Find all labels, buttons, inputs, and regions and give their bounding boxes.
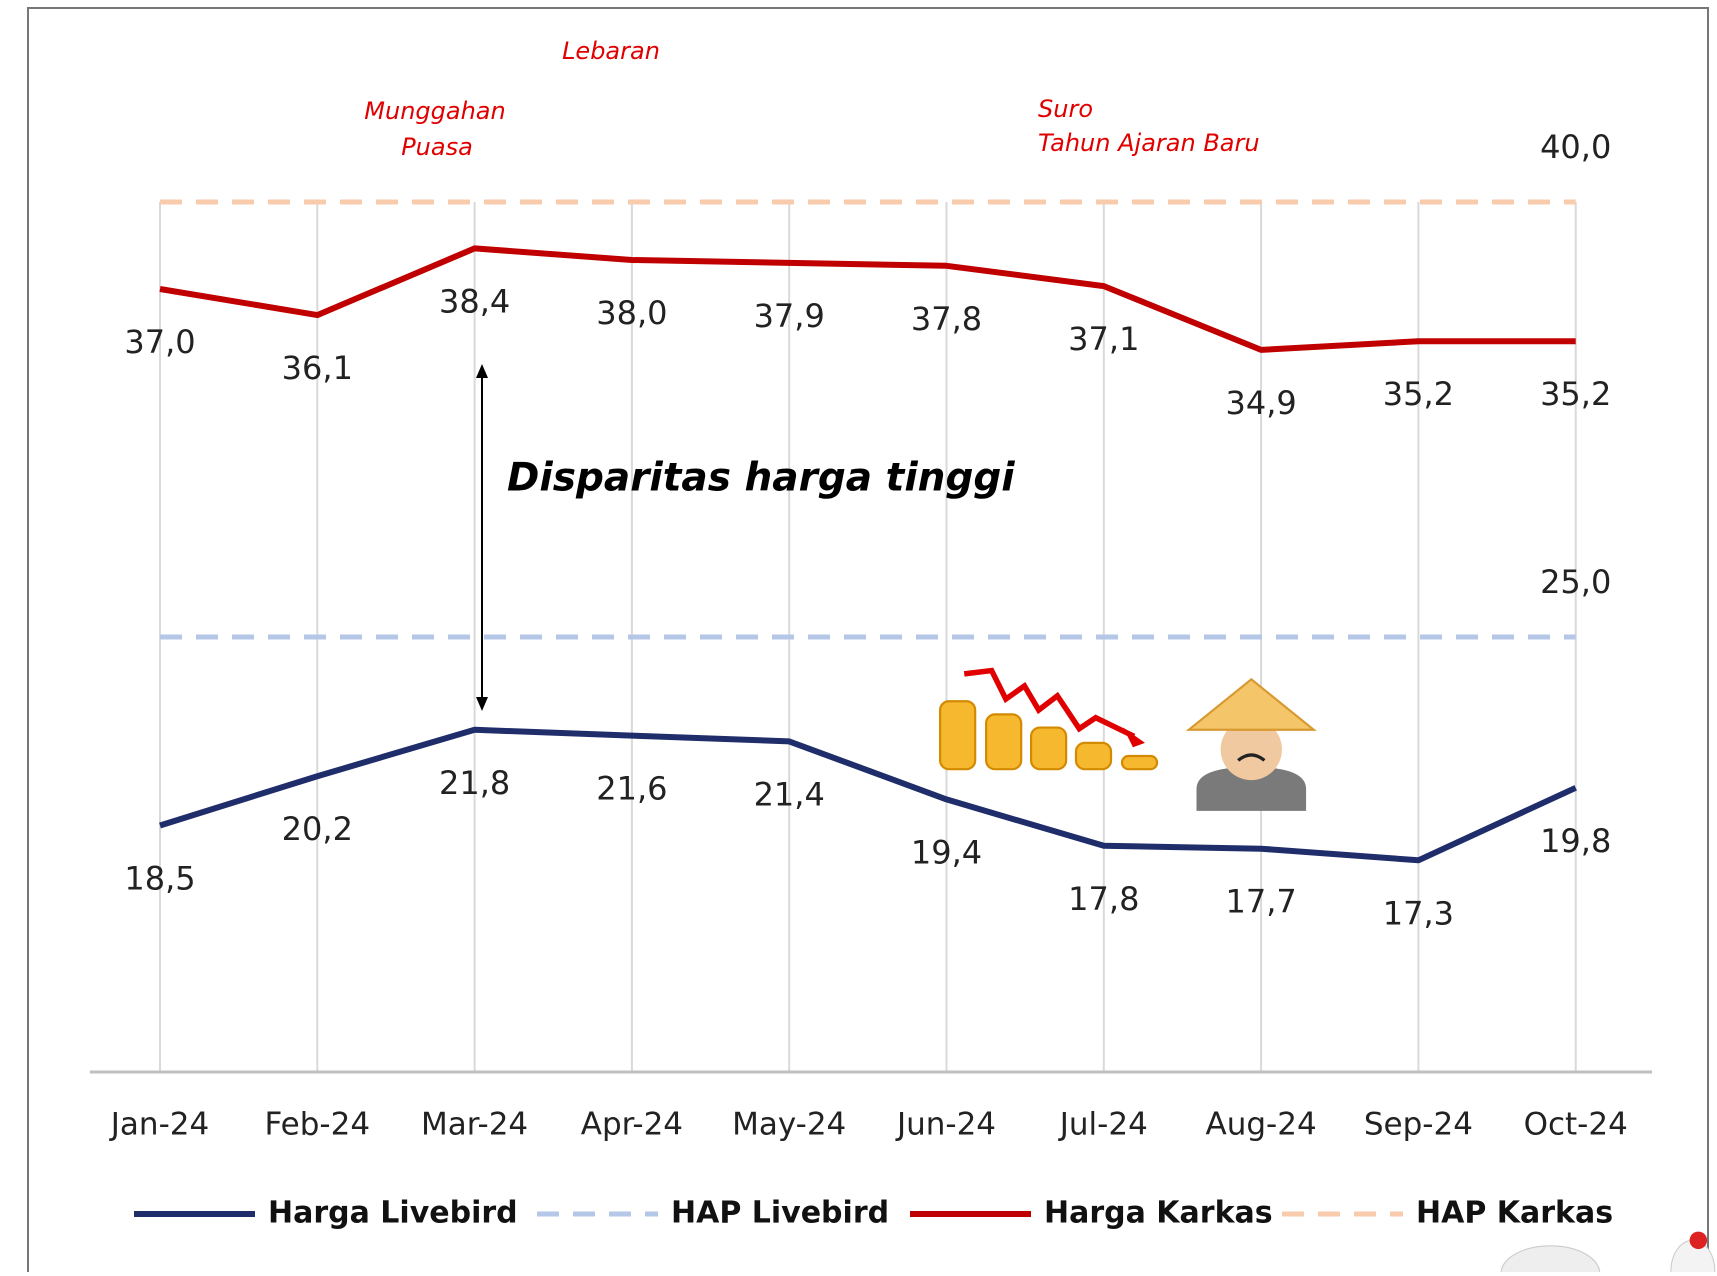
data-label: 37,0 <box>124 323 195 361</box>
data-label: 20,2 <box>282 810 353 848</box>
x-tick-label: Jul-24 <box>1058 1107 1148 1143</box>
x-tick-label: Aug-24 <box>1206 1107 1317 1143</box>
x-tick-label: Apr-24 <box>581 1107 683 1143</box>
farmer-icon <box>1189 679 1314 810</box>
annotation: Suro <box>1038 95 1093 123</box>
data-label: 21,6 <box>596 770 667 808</box>
x-tick-label: Jan-24 <box>109 1107 209 1143</box>
data-label: 18,5 <box>124 860 195 898</box>
data-label: 40,0 <box>1540 128 1611 166</box>
legend-label: Harga Livebird <box>268 1196 518 1231</box>
data-label: 38,0 <box>596 294 667 332</box>
x-tick-label: Feb-24 <box>265 1107 371 1143</box>
x-tick-label: Sep-24 <box>1364 1107 1473 1143</box>
annotation: Disparitas harga tinggi <box>507 456 1015 501</box>
legend: Harga Livebird HAP Livebird Harga Karkas HA… <box>134 1196 1613 1231</box>
lines <box>160 202 1576 860</box>
series-line <box>160 248 1576 350</box>
data-label: 35,2 <box>1540 375 1611 413</box>
data-label: 35,2 <box>1383 375 1454 413</box>
data-label: 17,7 <box>1225 883 1296 921</box>
annotation: Puasa <box>401 133 473 161</box>
data-label: 38,4 <box>439 282 510 320</box>
x-tick-label: Jun-24 <box>895 1107 996 1143</box>
data-label: 36,1 <box>282 349 353 387</box>
legend-label: HAP Karkas <box>1416 1196 1613 1231</box>
data-label: 25,0 <box>1540 563 1611 601</box>
frame <box>28 8 1708 1272</box>
annotation: Lebaran <box>562 37 660 65</box>
coins-icon <box>940 671 1157 770</box>
annotation: Tahun Ajaran Baru <box>1038 129 1260 157</box>
data-label: 17,8 <box>1068 880 1139 918</box>
data-label: 21,4 <box>754 775 825 813</box>
annotation: Munggahan <box>364 97 505 125</box>
chart: Harga Livebird HAP Livebird Harga Karkas HA… <box>0 0 1717 1272</box>
data-label: 19,8 <box>1540 822 1611 860</box>
data-label: 17,3 <box>1383 894 1454 932</box>
disparity-arrow <box>476 364 488 711</box>
x-tick-label: Oct-24 <box>1524 1107 1628 1143</box>
chicken-icon <box>1501 1232 1715 1272</box>
x-tick-label: Mar-24 <box>421 1107 528 1143</box>
data-label: 37,1 <box>1068 320 1139 358</box>
data-label: 37,8 <box>911 300 982 338</box>
data-label: 21,8 <box>439 764 510 802</box>
data-label: 34,9 <box>1225 384 1296 422</box>
x-tick-label: May-24 <box>732 1107 846 1143</box>
data-label: 19,4 <box>911 833 982 871</box>
page: {"chart_data": { "type": "line", "catego… <box>0 0 1717 1272</box>
legend-label: Harga Karkas <box>1044 1196 1273 1231</box>
legend-label: HAP Livebird <box>671 1196 889 1231</box>
data-label: 37,9 <box>754 297 825 335</box>
series-line <box>160 730 1576 861</box>
